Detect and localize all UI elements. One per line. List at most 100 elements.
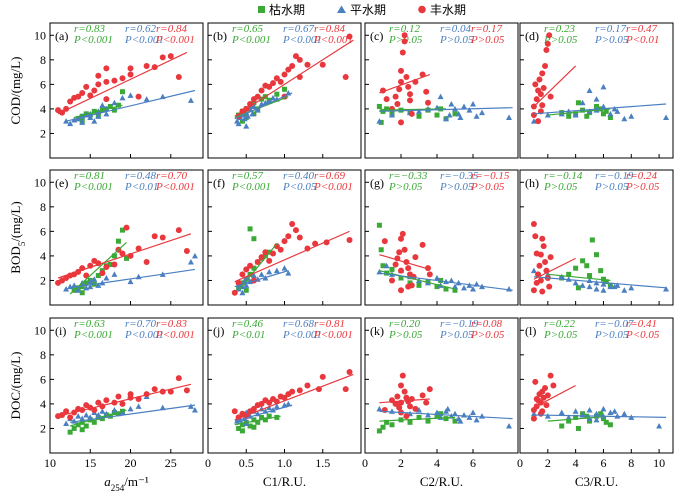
stat-r-normal: r=0.67 (283, 23, 314, 35)
point-wet (167, 53, 174, 60)
point-normal (99, 102, 106, 108)
panel-c: (c)r=0.12P>0.05r=0.04P>0.05r=0.17P>0.05 (364, 22, 519, 159)
point-dry (119, 89, 125, 95)
point-wet (401, 38, 408, 45)
point-wet (540, 243, 547, 250)
point-dry (398, 275, 404, 281)
point-normal (103, 275, 110, 281)
stat-p-dry: P>0.05 (388, 329, 423, 341)
point-wet (281, 238, 288, 245)
point-wet (537, 277, 544, 284)
point-normal (235, 120, 242, 127)
point-wet (396, 86, 403, 93)
point-wet (175, 74, 182, 80)
stat-r-wet: r=0.47 (626, 23, 657, 35)
stat-r-wet: r=0.84 (156, 23, 187, 35)
point-wet (262, 249, 269, 256)
point-wet (532, 378, 539, 385)
point-normal (103, 110, 110, 117)
panel-j: 0 0.5 1.0 1.5 (j) r=0.46P<0.01 r=0.68P<0.001r=… (205, 317, 362, 470)
point-dry (452, 111, 458, 117)
point-dry (239, 428, 245, 434)
fit-line-dry (547, 415, 611, 422)
point-normal (466, 414, 473, 420)
x-tick-label: 4 (434, 456, 440, 470)
stat-p-wet: P<0.001 (313, 34, 353, 46)
point-dry (559, 423, 565, 429)
x-tick-label: 6 (600, 456, 606, 470)
point-wet (159, 234, 166, 241)
point-normal (558, 409, 565, 415)
point-normal (600, 281, 607, 287)
point-wet (533, 250, 540, 257)
point-wet (175, 227, 182, 234)
point-normal (389, 408, 395, 414)
point-normal (127, 92, 134, 98)
fit-line-dry (234, 415, 281, 426)
point-wet (95, 81, 102, 88)
stat-r-normal: r=−0.19 (440, 318, 479, 330)
point-wet (123, 224, 130, 231)
x-tick-label: 1.5 (315, 456, 330, 470)
point-normal (600, 83, 607, 90)
point-dry (83, 280, 89, 286)
point-normal (266, 268, 273, 275)
point-normal (416, 108, 422, 114)
point-dry (575, 425, 581, 431)
point-normal (191, 407, 198, 413)
y-tick-label: 8 (40, 200, 46, 214)
point-dry (79, 427, 85, 433)
panel-frame (364, 317, 519, 454)
x-tick-label: 25 (165, 456, 177, 470)
stat-p-normal: P>0.05 (439, 181, 474, 193)
point-wet (399, 372, 406, 379)
point-wet (398, 119, 404, 126)
fit-line-normal (234, 404, 293, 422)
point-dry (67, 429, 73, 435)
point-dry (584, 113, 590, 119)
panel-label: (k) (370, 324, 384, 338)
point-wet (103, 96, 110, 103)
point-wet (539, 235, 546, 242)
point-dry (376, 428, 382, 434)
point-wet (398, 382, 404, 389)
x-tick-label: 1.0 (277, 456, 292, 470)
point-dry (566, 113, 572, 119)
point-wet (183, 387, 190, 394)
stat-p-dry: P<0.001 (73, 181, 113, 193)
point-dry (79, 290, 85, 296)
point-normal (434, 409, 440, 415)
panel-h: (h) r=−0.14P>0.05r=−0.19P>0.05r=0.24P>0.0… (519, 169, 674, 306)
panel-label: (c) (370, 29, 383, 43)
point-wet (277, 78, 284, 85)
point-dry (438, 411, 444, 417)
point-normal (91, 118, 98, 124)
fit-line-wet (234, 39, 354, 117)
legend-dry-marker (258, 6, 265, 13)
stat-p-dry: P>0.05 (388, 181, 423, 193)
panel-data (376, 32, 513, 126)
point-wet (95, 399, 102, 406)
point-wet (530, 287, 537, 294)
point-wet (103, 78, 110, 85)
y-tick-label: 6 (40, 77, 46, 91)
point-dry (99, 416, 105, 422)
point-normal (143, 96, 150, 102)
y-tick-label: 4 (40, 249, 46, 263)
point-wet (403, 74, 410, 80)
point-normal (285, 400, 292, 407)
fit-line-dry (547, 108, 611, 116)
point-dry (251, 100, 257, 106)
panel-data (55, 224, 198, 296)
point-wet (537, 91, 544, 98)
point-wet (532, 233, 539, 240)
point-normal (266, 404, 273, 411)
point-wet (398, 287, 404, 294)
panel-data (55, 375, 198, 435)
point-wet (127, 65, 134, 72)
point-wet (408, 110, 415, 117)
point-dry (266, 413, 272, 419)
point-wet (87, 92, 94, 99)
y-tick-label: 8 (40, 348, 46, 362)
point-dry (603, 419, 609, 425)
